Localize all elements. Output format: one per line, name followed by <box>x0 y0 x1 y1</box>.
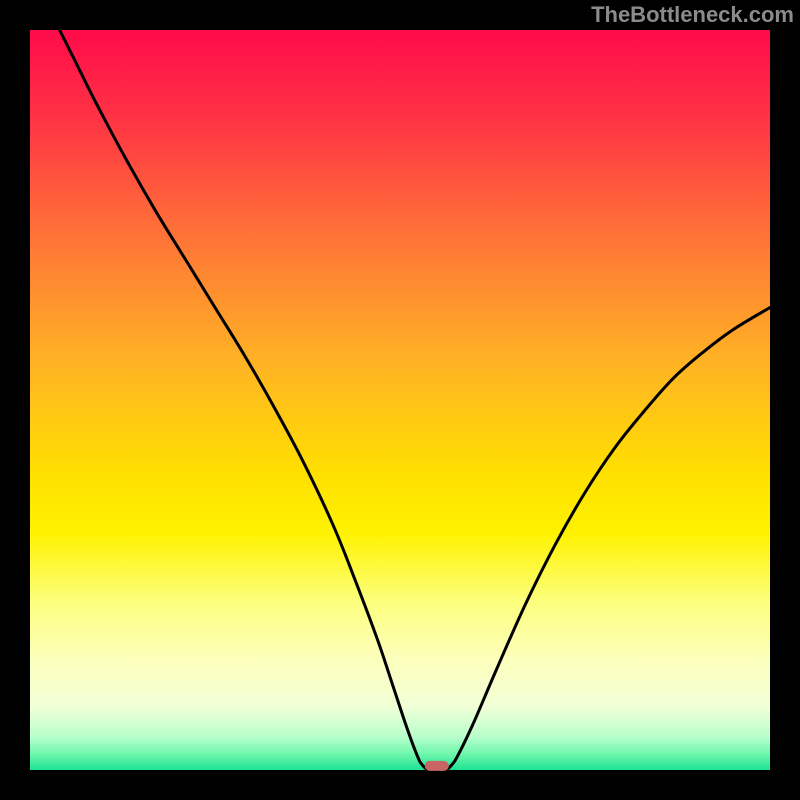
bottleneck-curve <box>30 30 770 770</box>
watermark-label: TheBottleneck.com <box>591 2 794 28</box>
optimum-marker <box>425 760 449 770</box>
plot-area <box>30 30 770 770</box>
curve-path <box>60 30 770 770</box>
chart-container: TheBottleneck.com <box>0 0 800 800</box>
